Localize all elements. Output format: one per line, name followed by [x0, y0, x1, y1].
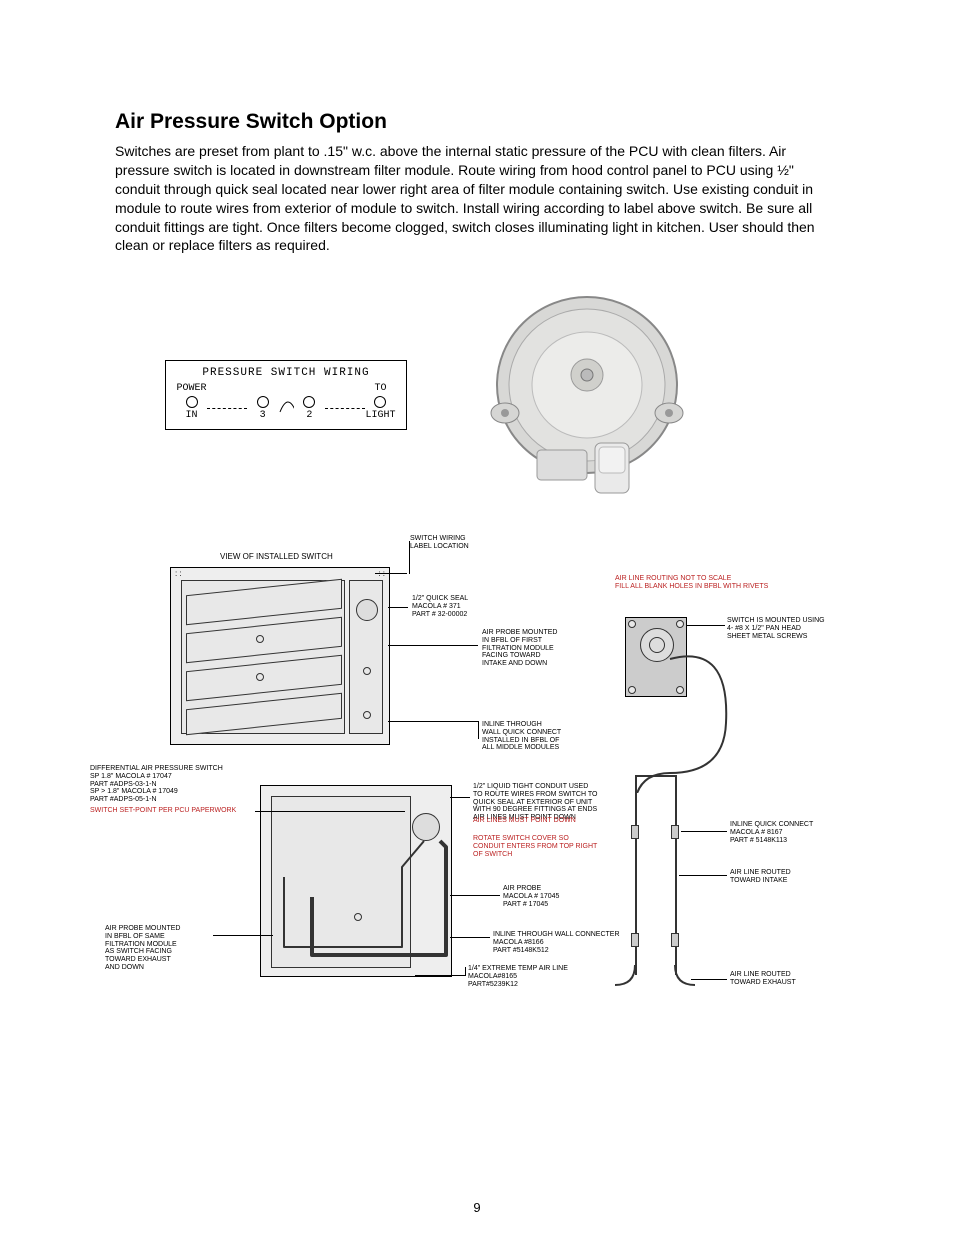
wiring-title: PRESSURE SWITCH WIRING	[176, 367, 396, 379]
wiring-label-3: 3	[260, 410, 266, 421]
lbl-extreme-airline: 1/4" EXTREME TEMP AIR LINE MACOLA#8165 P…	[468, 965, 628, 988]
inline-connect-left	[631, 825, 639, 839]
wiring-dash-icon	[207, 408, 247, 409]
wiring-dash-icon	[325, 408, 365, 409]
lbl-switch-wiring-loc: SWITCH WIRING LABEL LOCATION	[410, 535, 510, 550]
lbl-air-probe-part: AIR PROBE MACOLA # 17045 PART # 17045	[503, 885, 623, 908]
lbl-air-probe-first: AIR PROBE MOUNTED IN BFBL OF FIRST FILTR…	[482, 629, 602, 667]
lbl-inline-quick-right: INLINE QUICK CONNECT MACOLA # 8167 PART …	[730, 821, 870, 844]
lbl-conduit: 1/2" LIQUID TIGHT CONDUIT USED TO ROUTE …	[473, 783, 643, 821]
lbl-air-probe-same: AIR PROBE MOUNTED IN BFBL OF SAME FILTRA…	[105, 925, 215, 971]
top-panel: : : : :	[170, 567, 390, 745]
wiring-diagram-box: PRESSURE SWITCH WIRING POWER IN 3	[165, 360, 407, 430]
lbl-airline-routing: AIR LINE ROUTING NOT TO SCALE FILL ALL B…	[615, 575, 835, 590]
wiring-terminal-icon	[303, 396, 315, 408]
wiring-label-in: IN	[186, 410, 198, 421]
cable-loop-icon	[620, 613, 740, 793]
wiring-terminal-icon	[186, 396, 198, 408]
page-number: 9	[0, 1200, 954, 1215]
wiring-label-2: 2	[306, 410, 312, 421]
inline-connect-right	[671, 825, 679, 839]
wiring-terminal-icon	[374, 396, 386, 408]
wiring-label-power: POWER	[177, 383, 207, 394]
airline-curl-icon	[615, 965, 715, 995]
lbl-quick-seal: 1/2" QUICK SEAL MACOLA # 371 PART # 32-0…	[412, 595, 532, 618]
lbl-conduit-red: AIR LINES MUST POINT DOWN	[473, 817, 643, 825]
wiring-label-light: LIGHT	[365, 410, 395, 421]
page-heading: Air Pressure Switch Option	[115, 110, 839, 134]
lbl-diff-switch: DIFFERENTIAL AIR PRESSURE SWITCH SP 1.8"…	[90, 765, 260, 803]
lbl-switch-mounted: SWITCH IS MOUNTED USING 4- #8 X 1/2" PAN…	[727, 617, 867, 640]
lbl-inline-wall: INLINE THROUGH WALL CONNECTER MACOLA #81…	[493, 931, 673, 954]
lbl-airline-exhaust: AIR LINE ROUTED TOWARD EXHAUST	[730, 971, 850, 986]
wiring-arc-icon	[278, 390, 294, 414]
probe-left	[631, 933, 639, 947]
wiring-terminal-icon	[257, 396, 269, 408]
lbl-airline-intake: AIR LINE ROUTED TOWARD INTAKE	[730, 869, 850, 884]
bottom-panel	[260, 785, 452, 977]
lbl-rotate: ROTATE SWITCH COVER SO CONDUIT ENTERS FR…	[473, 835, 643, 858]
probe-right	[671, 933, 679, 947]
top-figure-row: PRESSURE SWITCH WIRING POWER IN 3	[115, 285, 839, 505]
pressure-switch-photo	[467, 285, 707, 505]
body-paragraph: Switches are preset from plant to .15" w…	[115, 142, 839, 255]
view-title-label: VIEW OF INSTALLED SWITCH	[220, 553, 333, 562]
lbl-inline-quick-middle: INLINE THROUGH WALL QUICK CONNECT INSTAL…	[482, 721, 602, 752]
wiring-label-to: TO	[374, 383, 386, 394]
lbl-setpoint: SWITCH SET-POINT PER PCU PAPERWORK	[90, 807, 260, 815]
installation-diagram: VIEW OF INSTALLED SWITCH : : : : S	[115, 535, 839, 1065]
